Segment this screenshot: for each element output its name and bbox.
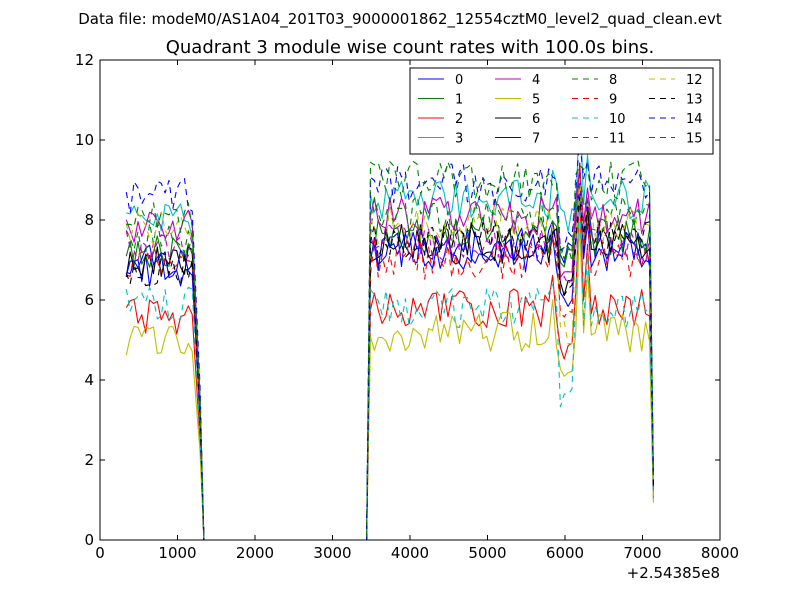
y-tick-label: 10	[75, 131, 94, 149]
legend-label-1: 1	[455, 93, 463, 108]
legend-label-14: 14	[686, 112, 703, 127]
x-offset-label: +2.54385e8	[627, 564, 720, 582]
legend-label-8: 8	[609, 73, 617, 88]
axis-ticks: 0 1000 2000 3000 4000 5000 6000 7000 80000246810…	[75, 51, 739, 562]
legend-label-9: 9	[609, 93, 617, 108]
x-tick-label: 3000	[313, 544, 351, 562]
legend-label-4: 4	[532, 73, 540, 88]
chart-title: Quadrant 3 module wise count rates with …	[166, 37, 655, 58]
series-line-8	[125, 172, 654, 541]
series-line-7	[125, 172, 654, 541]
y-tick-label: 0	[84, 531, 94, 549]
series-line-13	[125, 196, 654, 541]
y-tick-label: 4	[84, 371, 94, 389]
legend-label-3: 3	[455, 132, 463, 147]
series-line-10	[125, 196, 654, 541]
legend-label-0: 0	[455, 73, 463, 88]
legend-label-6: 6	[532, 112, 540, 127]
series-line-2	[125, 193, 654, 541]
legend-label-12: 12	[686, 73, 703, 88]
legend-label-2: 2	[455, 112, 463, 127]
series-line-12	[125, 178, 654, 541]
x-tick-label: 8000	[701, 544, 739, 562]
series-line-4	[125, 167, 654, 541]
y-tick-label: 12	[75, 51, 94, 69]
legend-box	[409, 67, 714, 155]
legend-label-13: 13	[686, 93, 703, 108]
legend-label-11: 11	[609, 132, 626, 147]
x-tick-label: 6000	[546, 544, 584, 562]
legend-label-10: 10	[609, 112, 626, 127]
suptitle: Data file: modeM0/AS1A04_201T03_90000018…	[78, 10, 722, 29]
x-tick-label: 5000	[468, 544, 506, 562]
y-tick-label: 6	[84, 291, 94, 309]
legend-label-5: 5	[532, 93, 540, 108]
y-tick-label: 8	[84, 211, 94, 229]
series-line-1	[125, 170, 654, 541]
series-line-5	[125, 221, 654, 541]
legend-label-7: 7	[532, 132, 540, 147]
series-line-6	[125, 175, 654, 541]
series-line-15	[126, 159, 654, 541]
x-tick-label: 0	[95, 544, 105, 562]
legend-label-15: 15	[686, 132, 703, 147]
x-tick-label: 7000	[623, 544, 661, 562]
series-line-9	[126, 161, 654, 541]
x-tick-label: 1000	[158, 544, 196, 562]
x-tick-label: 4000	[391, 544, 429, 562]
x-tick-label: 2000	[236, 544, 274, 562]
plot-area	[125, 100, 654, 541]
y-tick-label: 2	[84, 451, 94, 469]
series-line-3	[126, 100, 654, 541]
